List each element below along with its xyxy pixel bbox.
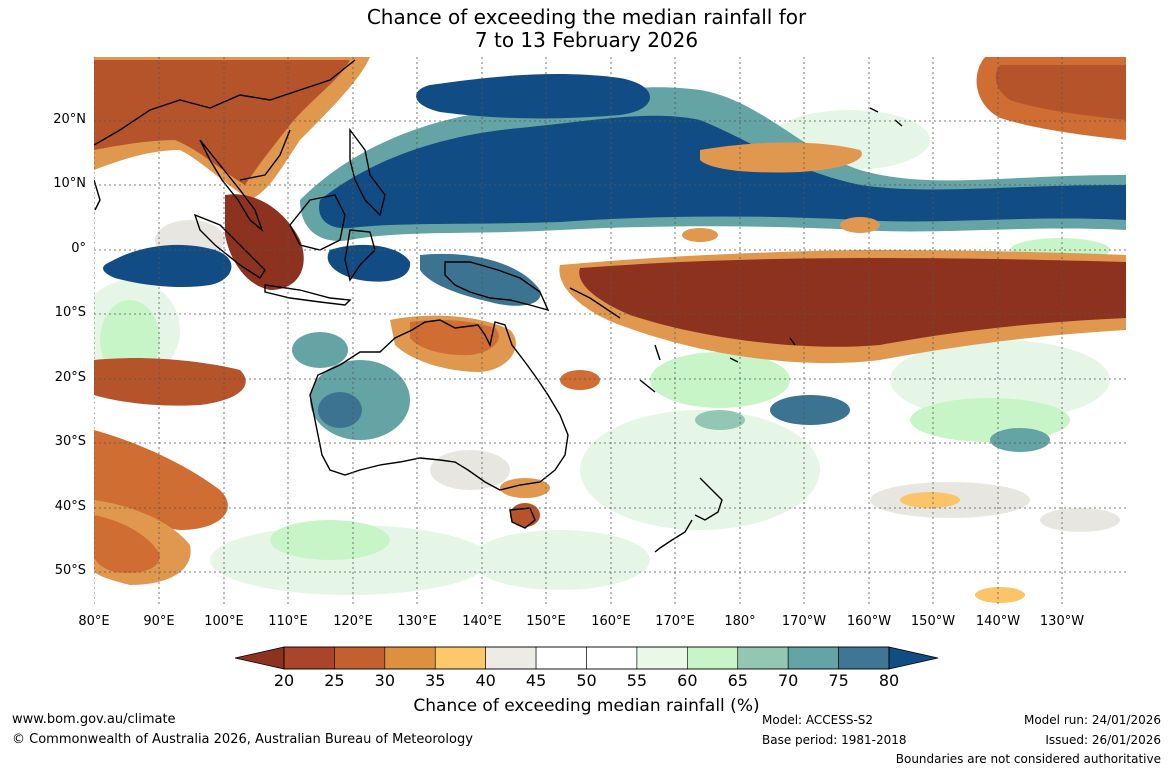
colorbar-segment [586,646,638,670]
lon-label-130e: 130°E [397,614,437,629]
colorbar-label: Chance of exceeding median rainfall (%) [413,696,760,716]
colorbar-tick-label: 55 [626,671,648,690]
lon-label-160e: 160°E [591,614,631,629]
coastlines [94,59,903,553]
lon-label-180: 180° [724,614,756,629]
graticule [94,57,1126,604]
colorbar-tick-label: 25 [324,671,345,690]
colorbar-tick-label: 80 [878,671,900,690]
colorbar-frame [283,646,890,670]
colorbar-tick-label: 75 [828,671,849,690]
colorbar-segment [687,646,739,670]
disclaimer-text: Boundaries are not considered authoritat… [895,752,1161,766]
colorbar-segment [636,646,688,670]
model-text: Model: ACCESS-S2 [762,713,874,727]
lon-label-80e: 80°E [78,614,110,629]
lon-label-120e: 120°E [333,614,373,629]
lat-label-10n: 10°N [53,176,86,191]
lon-label-110e: 110°E [268,614,308,629]
colorbar-tick-label: 20 [273,671,295,690]
lat-label-50s: 50°S [54,563,86,578]
map-title-line-2: 7 to 13 February 2026 [474,28,699,52]
lon-label-90e: 90°E [143,614,175,629]
colorbar-tick-label: 30 [374,671,395,690]
colorbar-segments [283,646,890,670]
model-run-text: Model run: 24/01/2026 [1023,713,1161,727]
lon-label-140e: 140°E [462,614,502,629]
colorbar-segment [334,646,386,670]
base-period-text: Base period: 1981-2018 [762,733,907,747]
colorbar-tick-label: 60 [677,671,698,690]
lat-label-30s: 30°S [54,434,86,449]
lat-label-10s: 10°S [54,305,86,320]
lon-label-150w: 150°W [910,614,956,629]
colorbar-segment [838,646,890,670]
lon-label-140w: 140°W [975,614,1021,629]
lat-label-20n: 20°N [53,112,86,127]
lon-label-130w: 130°W [1039,614,1085,629]
colorbar-segment [434,646,486,670]
colorbar-segment [787,646,839,670]
colorbar-tick-label: 40 [475,671,496,690]
colorbar-segment [737,646,789,670]
colorbar-tick-label: 35 [425,671,446,690]
copyright-text: © Commonwealth of Australia 2026, Austra… [12,732,473,747]
lon-label-170e: 170°E [655,614,695,629]
colorbar-tick-label: 65 [727,671,748,690]
colorbar-tick-label: 70 [777,671,799,690]
map-field [94,57,1126,604]
lat-label-20s: 20°S [54,370,86,385]
lon-label-100e: 100°E [204,614,244,629]
lat-label-0: 0° [71,241,86,256]
colorbar-segment [384,646,436,670]
lon-label-150e: 150°E [526,614,566,629]
wet-band [103,74,1126,452]
dry-regions [94,57,1126,603]
issued-text: Issued: 26/01/2026 [1045,733,1161,747]
colorbar-segment [283,646,335,670]
colorbar-over-arrow [888,646,939,670]
website-link[interactable]: www.bom.gov.au/climate [12,712,176,727]
map-title-line-1: Chance of exceeding the median rainfall … [366,5,807,29]
colorbar-segment [485,646,537,670]
colorbar-segment [535,646,587,670]
lon-label-170w: 170°W [781,614,827,629]
lat-label-40s: 40°S [54,499,86,514]
colorbar-tick-label: 50 [576,671,597,690]
colorbar-tick-label: 45 [525,671,547,690]
colorbar-under-arrow [234,646,285,670]
lon-label-160w: 160°W [846,614,892,629]
